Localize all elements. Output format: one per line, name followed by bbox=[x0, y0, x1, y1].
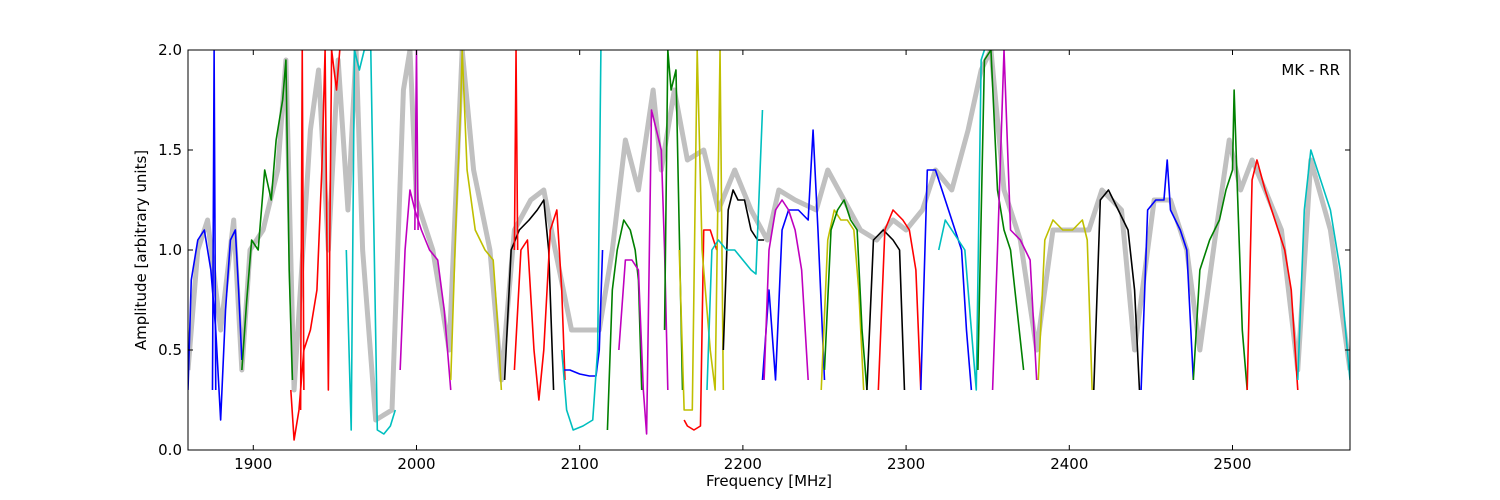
y-axis: 0.0 0.5 1.0 1.5 2.0 bbox=[158, 41, 1350, 459]
series-line-32 bbox=[1092, 189, 1141, 391]
series-line-3 bbox=[290, 50, 341, 441]
y-axis-label: Amplitude [arbitrary units] bbox=[132, 150, 150, 350]
series-line-35 bbox=[1246, 159, 1299, 391]
series-line-7 bbox=[414, 50, 419, 231]
x-tick-label: 2300 bbox=[887, 455, 925, 473]
y-tick-label: 0.5 bbox=[158, 341, 182, 359]
series-line-12 bbox=[563, 249, 604, 377]
series-line-9 bbox=[503, 199, 555, 391]
series-line-10 bbox=[513, 209, 566, 401]
series-line-13 bbox=[560, 50, 602, 431]
series-line-5 bbox=[345, 50, 397, 435]
series-line-30 bbox=[991, 50, 1038, 391]
x-tick-label: 2500 bbox=[1213, 455, 1251, 473]
y-tick-label: 2.0 bbox=[158, 41, 182, 59]
series-line-8 bbox=[449, 50, 503, 391]
x-axis-label: Frequency [MHz] bbox=[706, 472, 832, 490]
series-line-19 bbox=[722, 189, 765, 351]
series-line-2 bbox=[241, 59, 294, 381]
series-line-22 bbox=[763, 199, 809, 381]
y-tick-label: 0.0 bbox=[158, 441, 182, 459]
series-line-20 bbox=[706, 109, 764, 391]
x-axis: 1900 2000 2100 2200 2300 2400 2500 bbox=[234, 50, 1252, 473]
series-line-28 bbox=[937, 50, 986, 391]
series-line-6 bbox=[399, 189, 452, 391]
x-tick-label: 2400 bbox=[1050, 455, 1088, 473]
series-layer bbox=[188, 50, 1350, 441]
series-line-23 bbox=[820, 209, 865, 391]
y-tick-label: 1.0 bbox=[158, 241, 182, 259]
series-line-36 bbox=[1296, 149, 1350, 381]
station-annotation: MK - RR bbox=[1281, 61, 1340, 79]
series-line-29 bbox=[977, 50, 1025, 371]
series-line-15 bbox=[618, 109, 669, 435]
series-line-31 bbox=[1037, 219, 1093, 391]
series-line-24 bbox=[823, 199, 868, 391]
x-tick-label: 1900 bbox=[234, 455, 272, 473]
series-line-33 bbox=[1140, 159, 1195, 391]
series-line-0 bbox=[188, 229, 243, 421]
series-line-25 bbox=[866, 229, 906, 391]
series-line-27 bbox=[919, 169, 973, 391]
series-line-17 bbox=[683, 229, 718, 431]
x-tick-label: 2100 bbox=[561, 455, 599, 473]
x-tick-label: 2000 bbox=[397, 455, 435, 473]
series-line-26 bbox=[877, 209, 922, 391]
x-tick-label: 2200 bbox=[724, 455, 762, 473]
series-line-34 bbox=[1192, 89, 1248, 391]
series-line-18 bbox=[678, 50, 725, 411]
y-tick-label: 1.5 bbox=[158, 141, 182, 159]
series-line-21 bbox=[761, 129, 826, 381]
series-line-11 bbox=[513, 50, 519, 251]
series-line-4 bbox=[299, 50, 305, 411]
series-line-1 bbox=[211, 50, 217, 391]
